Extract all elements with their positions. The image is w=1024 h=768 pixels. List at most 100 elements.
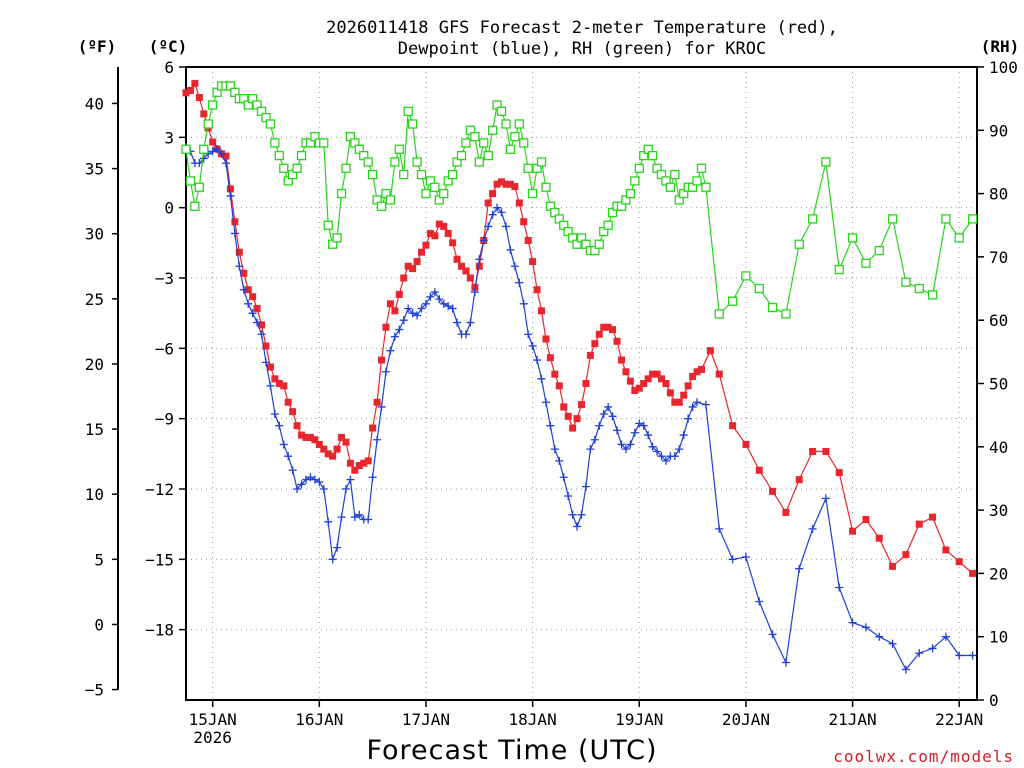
temperature-point: [289, 408, 297, 416]
temperature-point: [249, 293, 257, 301]
relative-humidity-point: [470, 131, 480, 142]
dewpoint-point: [848, 618, 857, 627]
temperature-point: [613, 337, 621, 345]
relative-humidity-point: [519, 138, 529, 148]
temperature-point: [262, 342, 270, 350]
relative-humidity-point: [594, 239, 604, 249]
temperature-point: [649, 370, 657, 378]
temperature-point: [706, 347, 714, 355]
temperature-point: [489, 190, 497, 198]
dewpoint-point: [728, 555, 737, 564]
temperature-point: [640, 380, 648, 387]
temperature-point: [591, 340, 599, 348]
dewpoint-point: [693, 398, 702, 407]
relative-humidity-point: [456, 150, 467, 161]
relative-humidity-point: [834, 264, 844, 275]
temperature-point: [929, 513, 937, 521]
temperature-point: [280, 382, 288, 390]
dewpoint-point: [861, 623, 870, 632]
relative-humidity-point: [190, 201, 200, 211]
temperature-point: [258, 321, 266, 329]
dewpoint-point: [377, 402, 386, 411]
fahrenheit-tick-label: 25: [85, 290, 104, 309]
dewpoint-point: [928, 644, 937, 653]
dewpoint-point: [475, 255, 484, 264]
temperature-point: [498, 178, 506, 186]
dewpoint-point: [635, 419, 644, 428]
dewpoint-point: [741, 552, 750, 561]
temperature-point: [644, 375, 652, 383]
dewpoint-point: [768, 630, 777, 639]
temperature-point: [582, 380, 590, 387]
dewpoint-point: [648, 442, 657, 451]
dewpoint-point: [684, 414, 693, 423]
temperature-point: [795, 476, 803, 484]
relative-humidity-point: [927, 290, 938, 300]
dewpoint-point: [301, 475, 310, 484]
rh-tick-label: 60: [989, 311, 1008, 330]
relative-humidity-point: [274, 150, 284, 161]
x-tick-label: 20JAN: [722, 710, 770, 729]
temperature-point: [569, 424, 577, 432]
x-axis-title: Forecast Time (UTC): [366, 735, 657, 766]
temperature-point: [533, 286, 541, 294]
credit-link[interactable]: coolwx.com/models: [833, 747, 1014, 766]
relative-humidity-point: [634, 163, 644, 173]
relative-humidity-point: [474, 157, 484, 167]
dewpoint-point: [328, 555, 337, 564]
dewpoint-point: [368, 473, 377, 482]
relative-humidity-point: [439, 188, 449, 199]
temperature-point: [680, 391, 688, 399]
chart-title-line-1: 2026011418 GFS Forecast 2-meter Temperat…: [326, 18, 838, 38]
dewpoint-point: [630, 428, 639, 437]
relative-humidity-point: [265, 119, 276, 129]
relative-humidity-point: [510, 131, 520, 142]
relative-humidity-line: [185, 85, 974, 316]
dewpoint-point: [373, 435, 382, 444]
dewpoint-point: [413, 311, 422, 320]
temperature-point: [409, 265, 417, 273]
temperature-point: [395, 290, 403, 298]
dewpoint-point: [599, 409, 608, 418]
dewpoint-point: [279, 440, 288, 449]
temperature-point: [466, 274, 474, 282]
temperature-point: [542, 335, 550, 343]
dewpoint-point: [621, 445, 630, 454]
relative-humidity-point: [323, 220, 333, 230]
relative-humidity-point: [194, 182, 204, 192]
dewpoint-point: [555, 456, 564, 465]
relative-humidity-point: [185, 176, 196, 186]
relative-humidity-point: [394, 144, 404, 154]
dewpoint-point: [421, 299, 430, 308]
temperature-point: [600, 323, 608, 331]
dewpoint-point: [208, 147, 217, 156]
dewpoint-point: [257, 330, 266, 339]
rh-tick-label: 70: [989, 248, 1008, 267]
dewpoint-point: [550, 445, 559, 454]
relative-humidity-point: [292, 163, 302, 173]
chart-title-line-2: Dewpoint (blue), RH (green) for KROC: [398, 39, 766, 59]
dewpoint-point: [604, 402, 613, 411]
temperature-point: [635, 384, 643, 392]
dewpoint-point: [333, 543, 342, 552]
temperature-point: [915, 520, 923, 528]
dewpoint-point: [608, 412, 617, 421]
temperature-point: [493, 180, 501, 188]
temperature-point: [391, 307, 399, 315]
temperature-point: [413, 258, 421, 266]
relative-humidity-point: [407, 119, 418, 129]
temperature-point: [546, 354, 554, 362]
temperature-point: [835, 469, 843, 477]
dewpoint-point: [755, 597, 764, 606]
temperature-point: [449, 239, 457, 247]
rh-tick-label: 100: [989, 58, 1018, 77]
temperature-point: [324, 450, 332, 458]
rh-tick-label: 80: [989, 185, 1008, 204]
rh-tick-label: 0: [989, 691, 999, 710]
temperature-point: [551, 370, 559, 378]
dewpoint-point: [408, 309, 417, 318]
temperature-point: [822, 447, 830, 455]
dewpoint-point: [355, 510, 364, 519]
rh-tick-label: 20: [989, 564, 1008, 583]
relative-humidity-point: [692, 176, 702, 186]
